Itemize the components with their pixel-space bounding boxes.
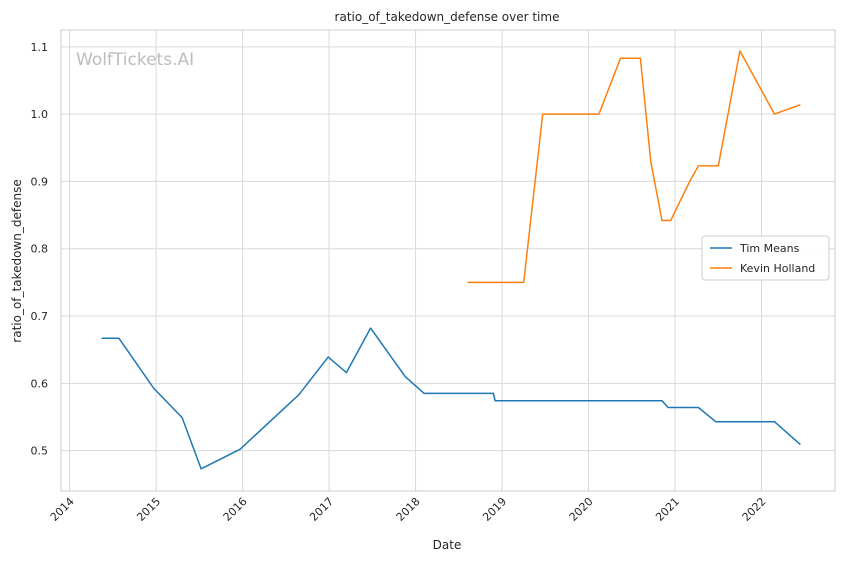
y-tick-label: 0.6 — [31, 377, 49, 390]
series-line-2 — [467, 50, 801, 284]
legend-label: Kevin Holland — [740, 262, 815, 275]
plot-area — [60, 29, 836, 492]
legend: Tim Means Kevin Holland — [701, 235, 830, 281]
series-line-1 — [101, 327, 801, 470]
grid-lines — [61, 30, 835, 491]
y-tick-label: 0.8 — [31, 243, 49, 256]
y-tick-label: 1.1 — [31, 41, 49, 54]
y-tick-label: 0.7 — [31, 310, 49, 323]
y-axis: 0.5 0.6 0.7 0.8 0.9 1.0 1.1 — [31, 41, 49, 458]
y-axis-title: ratio_of_takedown_defense — [10, 179, 24, 342]
series-lines — [101, 50, 801, 470]
chart-title: ratio_of_takedown_defense over time — [335, 10, 560, 24]
watermark: WolfTickets.AI — [76, 50, 194, 70]
y-tick-label: 0.5 — [31, 445, 49, 458]
y-tick-label: 0.9 — [31, 175, 49, 188]
legend-box — [701, 235, 830, 281]
legend-label: Tim Means — [739, 242, 800, 255]
x-axis-title: Date — [433, 538, 462, 552]
y-tick-label: 1.0 — [31, 108, 49, 121]
